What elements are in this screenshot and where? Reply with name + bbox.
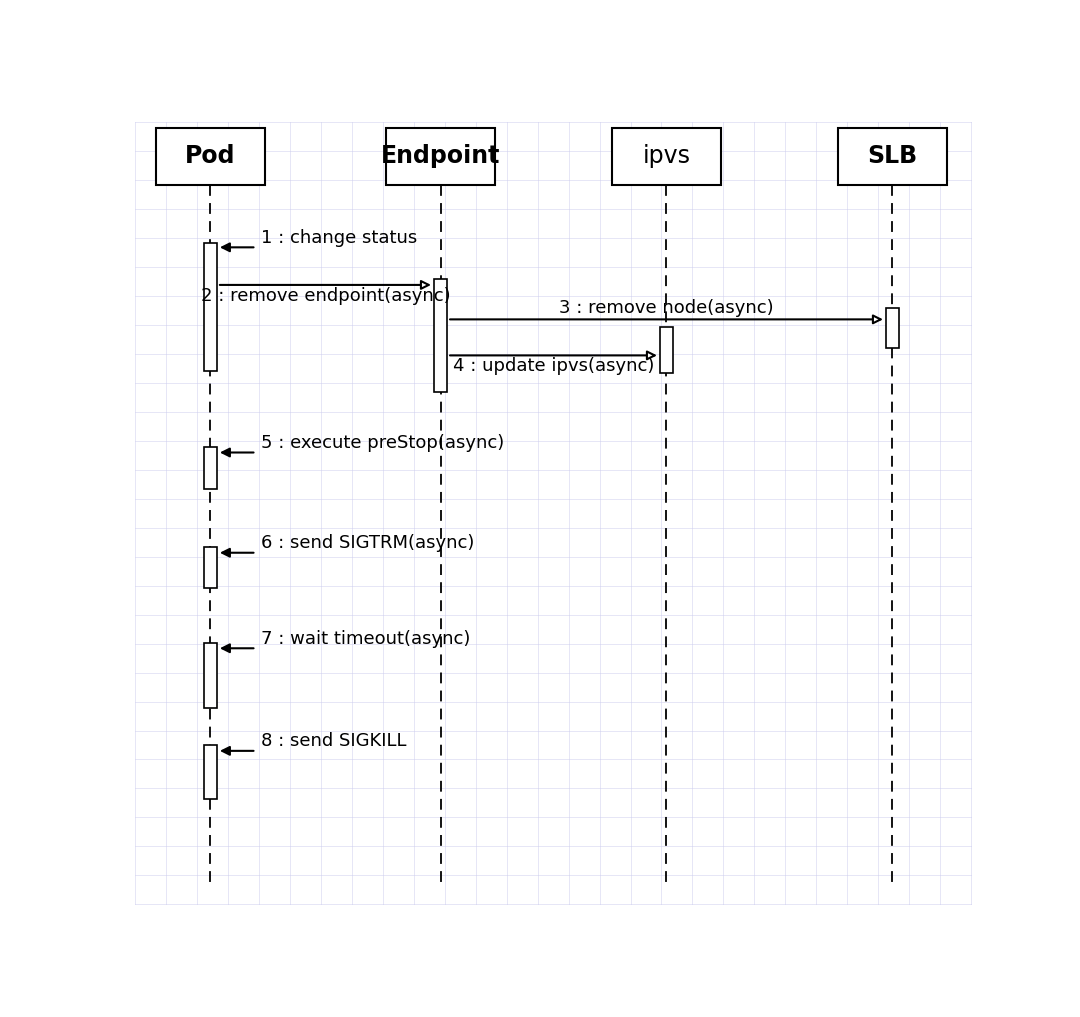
Bar — [156, 128, 265, 185]
Bar — [204, 547, 217, 588]
Bar — [434, 279, 447, 393]
Text: ipvs: ipvs — [643, 144, 690, 169]
Bar — [204, 643, 217, 708]
Text: 7 : wait timeout(async): 7 : wait timeout(async) — [260, 630, 470, 648]
Bar — [204, 447, 217, 488]
Text: 2 : remove endpoint(async): 2 : remove endpoint(async) — [201, 287, 450, 305]
Text: 5 : execute preStop(async): 5 : execute preStop(async) — [260, 434, 503, 453]
Text: 8 : send SIGKILL: 8 : send SIGKILL — [260, 732, 406, 751]
Bar — [886, 308, 900, 348]
Text: 1 : change status: 1 : change status — [260, 229, 417, 247]
Bar — [387, 128, 495, 185]
Text: SLB: SLB — [867, 144, 918, 169]
Text: Endpoint: Endpoint — [381, 144, 500, 169]
Bar — [838, 128, 947, 185]
Bar — [204, 745, 217, 799]
Text: 4 : update ipvs(async): 4 : update ipvs(async) — [453, 357, 654, 375]
Bar — [612, 128, 721, 185]
Text: Pod: Pod — [185, 144, 235, 169]
Bar — [204, 243, 217, 371]
Text: 3 : remove node(async): 3 : remove node(async) — [559, 299, 773, 317]
Bar — [660, 327, 673, 372]
Text: 6 : send SIGTRM(async): 6 : send SIGTRM(async) — [260, 534, 474, 552]
